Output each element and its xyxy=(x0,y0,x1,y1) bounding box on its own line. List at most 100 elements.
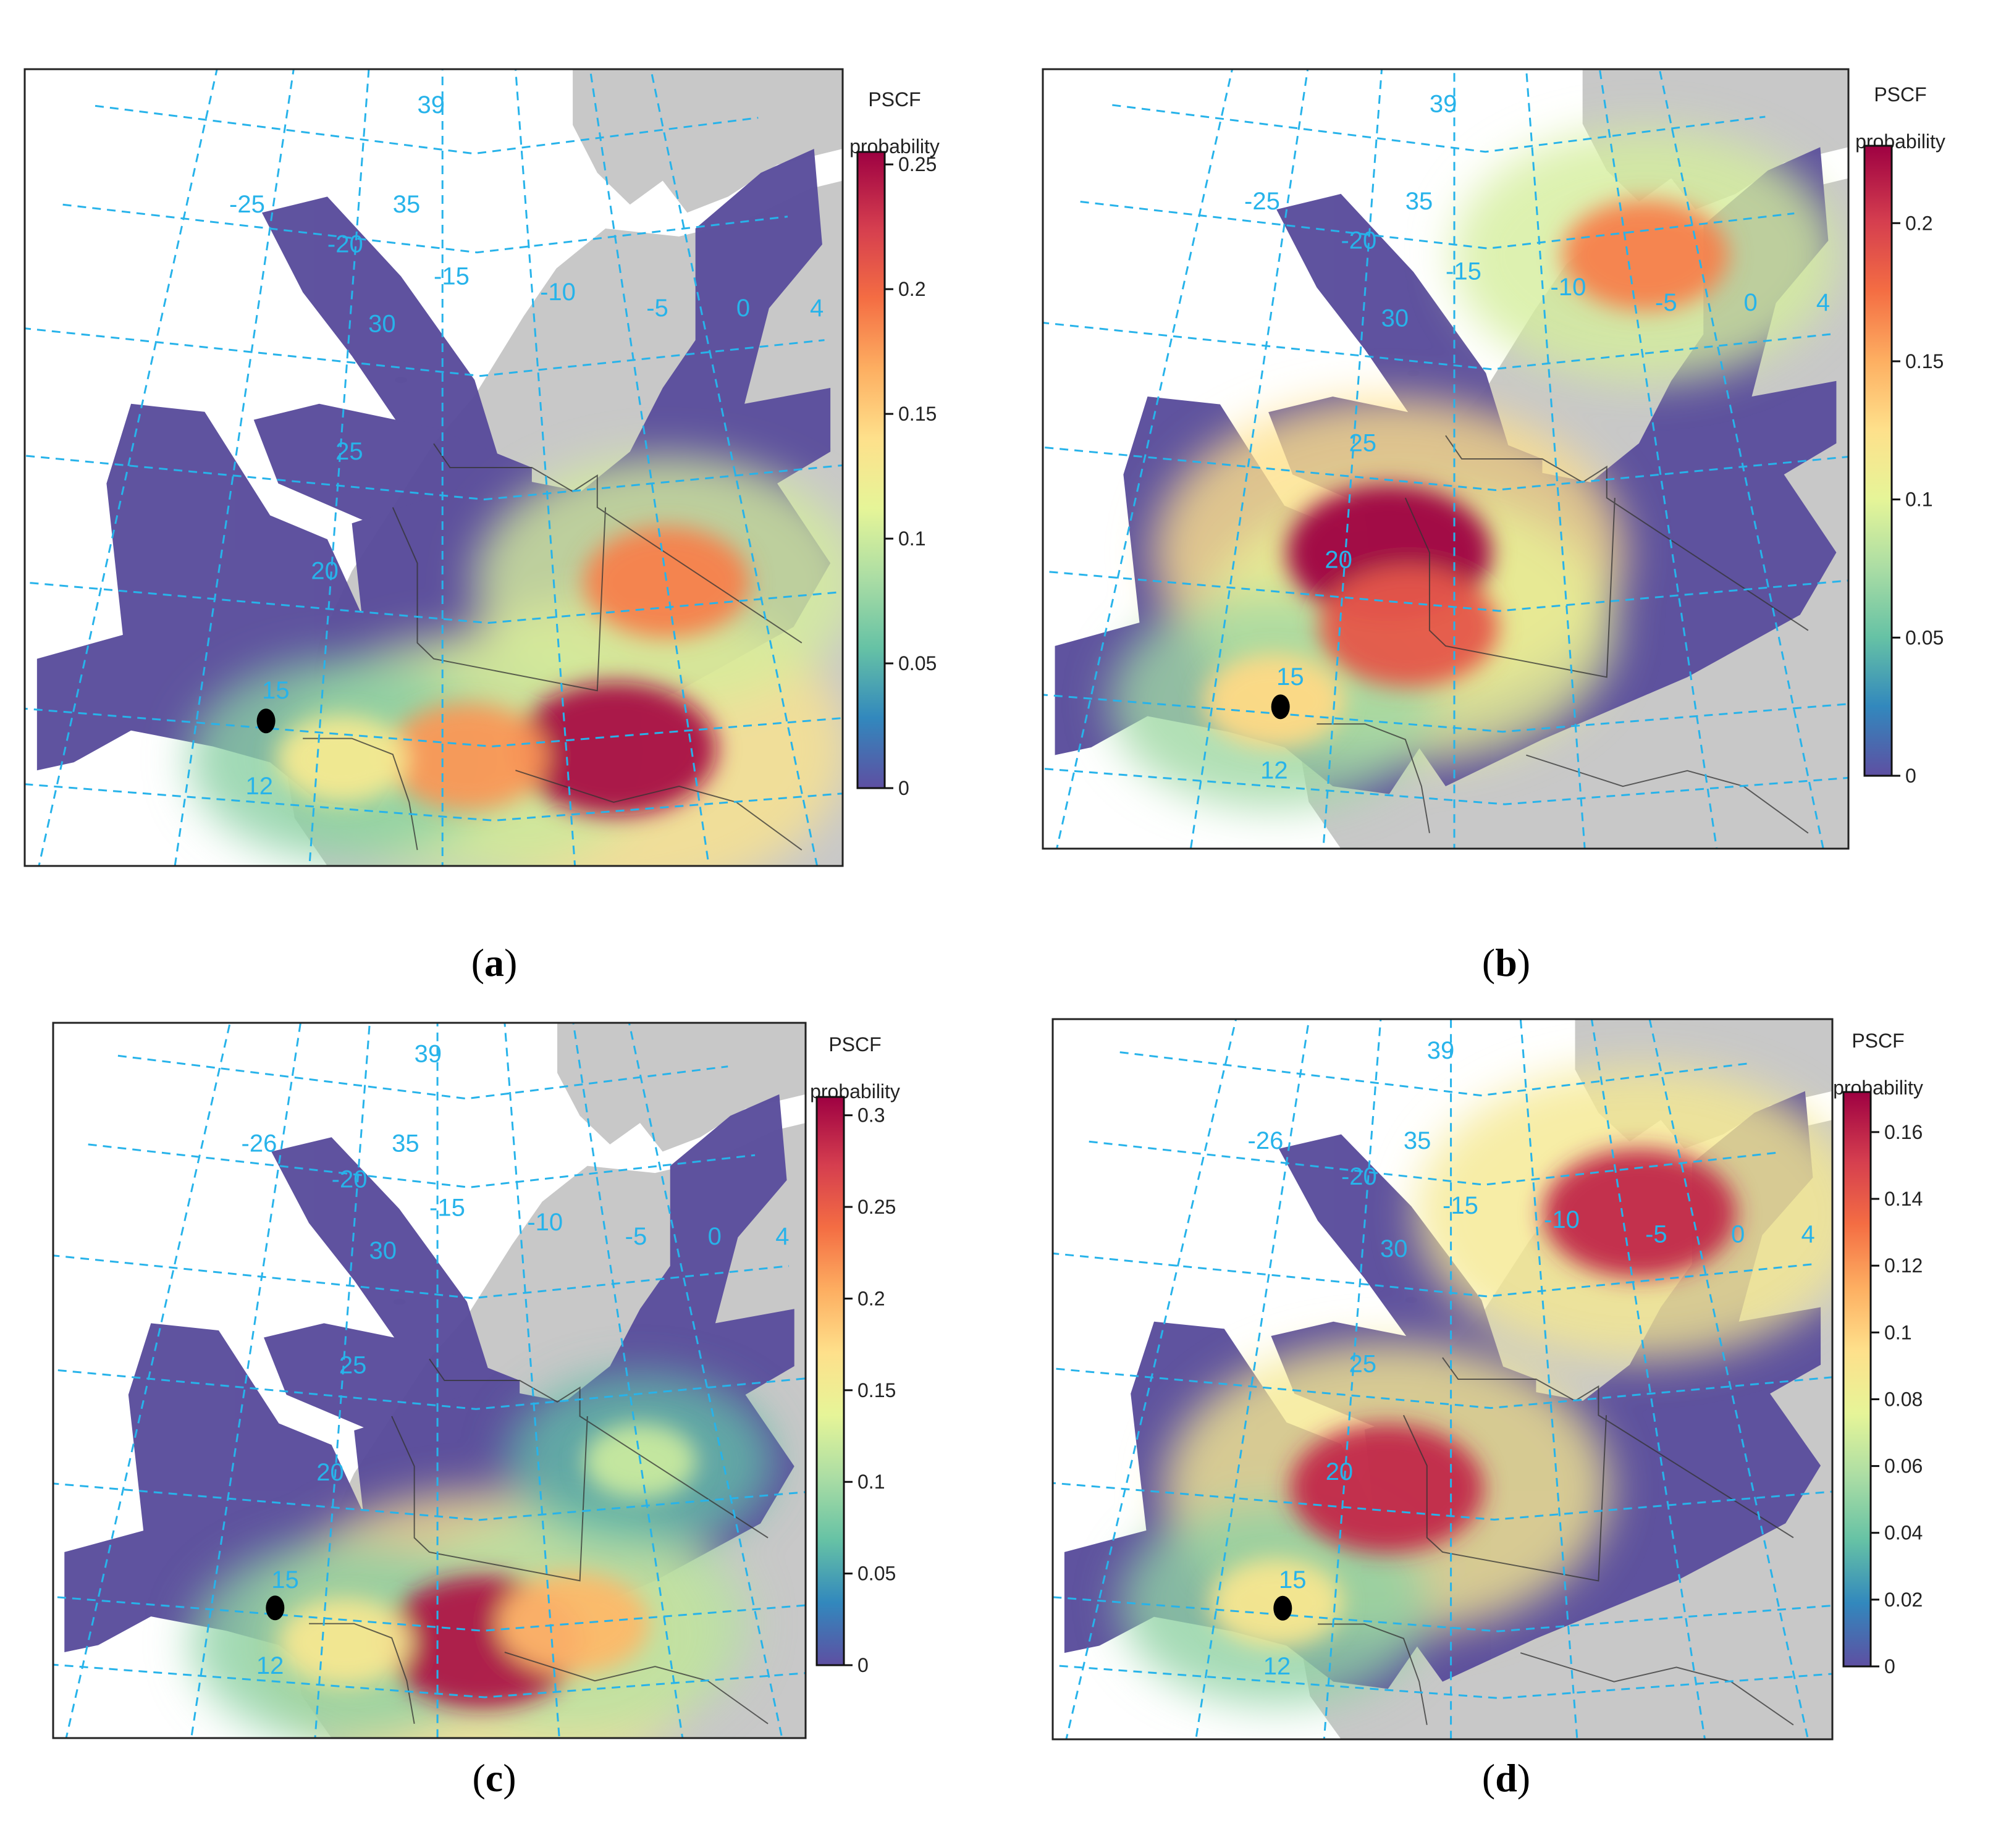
longitude-label: -5 xyxy=(646,295,668,322)
colorbar-tick-label: 0 xyxy=(1905,765,1916,787)
colorbar-title: PSCF xyxy=(868,88,921,111)
hotspot-core xyxy=(1562,200,1729,311)
colorbar-tick-label: 0.2 xyxy=(857,1287,885,1309)
colorbar-tick-label: 0.02 xyxy=(1884,1589,1923,1611)
graticule xyxy=(1043,69,1848,849)
colorbar-tick-label: 0.15 xyxy=(1905,350,1944,372)
latitude-label: 15 xyxy=(1276,663,1304,691)
map-frame xyxy=(1051,1018,1834,1741)
graticule-labels: 39 35 30 25 20 15 12 -26 -20 -15 -10 -5 0 4 xyxy=(242,1041,790,1679)
latitude-label: 39 xyxy=(415,1041,442,1068)
longitude-label: -26 xyxy=(1248,1127,1284,1154)
longitude-label: -5 xyxy=(625,1223,647,1250)
longitude-label: 4 xyxy=(810,295,824,322)
colorbar-tick-label: 0.1 xyxy=(857,1471,885,1493)
graticule-labels: 39 35 30 25 20 15 12 -25 -20 -15 -10 -5 0 4 xyxy=(1244,90,1830,784)
latitude-label: 20 xyxy=(1326,1458,1354,1485)
latitude-label: 15 xyxy=(1279,1566,1307,1594)
latitude-label: 39 xyxy=(418,91,445,119)
latitude-label: 35 xyxy=(392,1130,419,1157)
panel-caption: (c) xyxy=(472,1756,516,1800)
longitude-label: 0 xyxy=(1743,289,1757,316)
colorbar-tick-label: 0.15 xyxy=(857,1379,896,1401)
latitude-label: 20 xyxy=(311,558,339,585)
colorbar-tick-label: 0.05 xyxy=(1905,626,1944,649)
latitude-label: 39 xyxy=(1427,1037,1455,1064)
latitude-label: 12 xyxy=(256,1652,284,1679)
hotspot-core xyxy=(583,527,750,638)
longitude-label: -5 xyxy=(1655,289,1677,316)
longitude-label: -25 xyxy=(229,191,265,218)
colorbar-tick-label: 0.06 xyxy=(1884,1455,1923,1477)
latitude-label: 25 xyxy=(1349,1350,1377,1377)
colorbar-tick-label: 0.2 xyxy=(1905,212,1932,234)
graticule-labels: 39 35 30 25 20 15 12 -25 -20 -15 -10 -5 0 4 xyxy=(229,91,824,800)
longitude-label: -20 xyxy=(332,1166,368,1193)
colorbar-tick-label: 0.25 xyxy=(898,153,937,175)
longitude-label: -25 xyxy=(1244,188,1280,215)
map-frame xyxy=(1042,68,1850,850)
longitude-label: -20 xyxy=(1341,227,1376,254)
colorbar: PSCFprobability00.020.040.060.080.10.120… xyxy=(1833,1030,1923,1678)
latitude-label: 12 xyxy=(245,773,273,800)
longitude-label: 0 xyxy=(1731,1220,1745,1248)
map-frame xyxy=(23,68,844,867)
country-borders xyxy=(303,443,803,851)
colorbar-tick-label: 0 xyxy=(857,1654,869,1676)
panel-caption: (d) xyxy=(1482,1756,1530,1800)
latitude-label: 35 xyxy=(393,191,421,218)
graticule xyxy=(1053,1019,1832,1739)
receptor-site-icon xyxy=(266,1595,285,1621)
latitude-label: 30 xyxy=(368,311,396,338)
latitude-label: 30 xyxy=(369,1237,397,1264)
longitude-label: 0 xyxy=(708,1223,722,1250)
longitude-label: -26 xyxy=(242,1130,277,1157)
graticule xyxy=(53,1023,806,1738)
latitude-label: 15 xyxy=(262,677,290,704)
colorbar-tick-label: 0.04 xyxy=(1884,1522,1923,1544)
longitude-label: -15 xyxy=(1443,1192,1478,1219)
latitude-label: 35 xyxy=(1405,188,1433,215)
map-frame xyxy=(52,1022,807,1739)
longitude-label: 0 xyxy=(736,295,750,322)
colorbar-ramp xyxy=(1863,145,1893,777)
receptor-site-icon xyxy=(1273,1595,1292,1621)
longitude-label: -15 xyxy=(1446,258,1481,285)
colorbar-title: PSCF xyxy=(1852,1030,1904,1052)
latitude-label: 25 xyxy=(335,438,363,465)
colorbar-tick-label: 0.14 xyxy=(1884,1188,1923,1210)
colorbar-title: PSCF xyxy=(1874,83,1926,106)
hotspot-core xyxy=(1290,1424,1484,1553)
longitude-label: -20 xyxy=(1341,1163,1377,1190)
latitude-label: 20 xyxy=(1325,547,1352,574)
pscf-core-layer xyxy=(1210,1148,1737,1648)
graticule-labels: 39 35 30 25 20 15 12 -26 -20 -15 -10 -5 0 4 xyxy=(1248,1037,1815,1680)
longitude-label: 4 xyxy=(1816,289,1830,316)
colorbar-tick-label: 0.1 xyxy=(898,527,925,550)
longitude-label: -20 xyxy=(327,231,363,258)
hotspot-core xyxy=(279,1598,412,1687)
latitude-label: 25 xyxy=(1349,429,1377,456)
longitude-label: -10 xyxy=(1544,1206,1580,1233)
land-iberia xyxy=(573,69,843,213)
latitude-label: 12 xyxy=(1263,1653,1291,1680)
colorbar-tick-label: 0.25 xyxy=(857,1196,896,1218)
hotspot-core xyxy=(515,681,717,816)
receptor-site-icon xyxy=(1271,694,1290,720)
latitude-label: 25 xyxy=(339,1351,367,1379)
longitude-label: -10 xyxy=(527,1209,563,1236)
longitude-label: -15 xyxy=(429,1195,465,1222)
latitude-label: 15 xyxy=(271,1566,299,1594)
latitude-label: 30 xyxy=(1380,1235,1408,1262)
latitude-label: 35 xyxy=(1404,1127,1431,1154)
panel-caption-letter: b xyxy=(1495,941,1517,985)
longitude-label: -5 xyxy=(1645,1220,1667,1248)
latitude-label: 12 xyxy=(1260,757,1288,784)
